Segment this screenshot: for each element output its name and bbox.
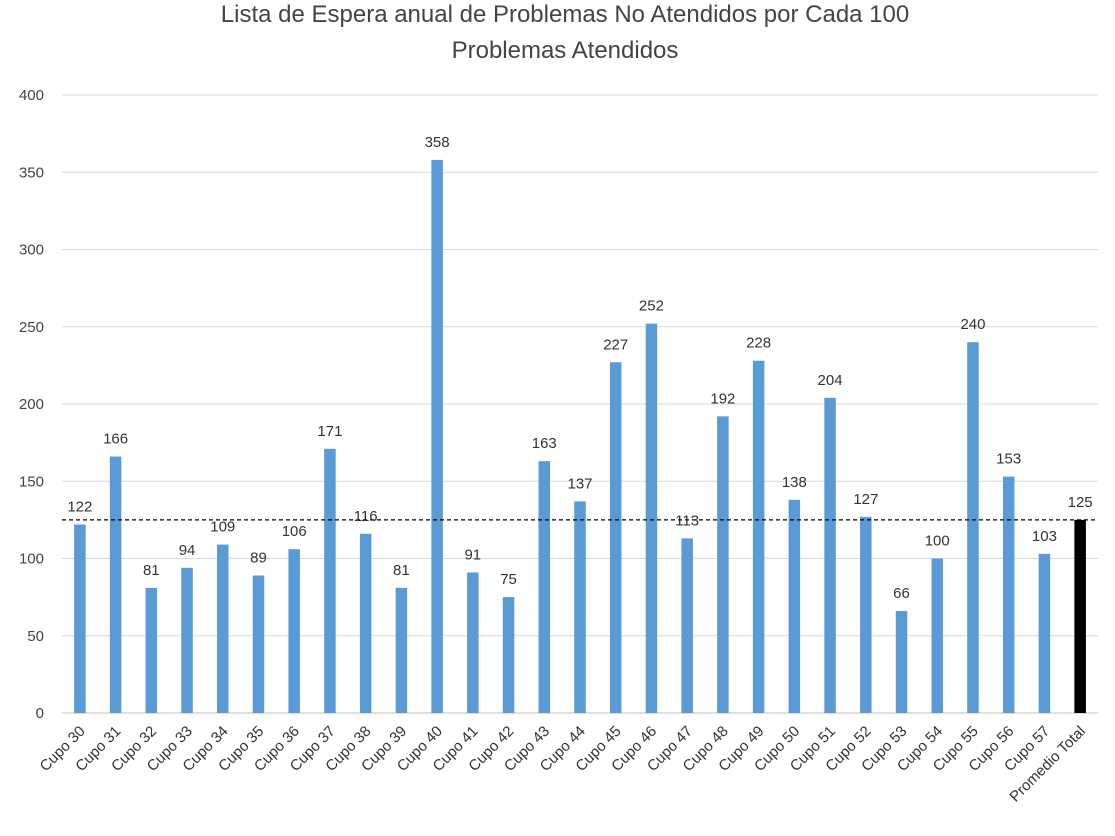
bar [824,397,836,713]
bar [395,587,408,713]
bar [1038,553,1051,713]
gridlines [62,94,1098,714]
bar [645,323,658,713]
data-label: 171 [317,423,342,440]
bars [74,159,1086,713]
bar [717,416,729,713]
data-label: 113 [675,512,699,529]
bar [860,516,872,713]
data-label: 81 [393,562,410,579]
bar [74,524,86,713]
bar [288,549,300,713]
y-axis-ticks: 0 50 100 150 200 250 300 350 400 [19,87,44,722]
data-label: 192 [710,390,735,407]
bar [681,538,693,713]
data-label: 89 [250,549,267,566]
bar [752,360,765,713]
chart-title-line-1: Lista de Espera anual de Problemas No At… [221,1,909,28]
bar [574,501,586,713]
data-label: 81 [143,562,160,579]
y-tick-label: 150 [19,473,44,490]
y-tick-label: 300 [19,242,44,259]
bar [431,159,443,713]
bar [931,558,943,713]
data-label: 166 [103,431,128,448]
data-label: 125 [1068,494,1093,511]
data-label: 204 [818,372,843,389]
data-label: 137 [567,475,592,492]
data-label: 106 [282,523,307,540]
data-label: 100 [925,533,950,550]
bar [967,342,979,713]
bar [217,544,229,713]
data-label: 358 [425,134,450,151]
data-label: 163 [532,435,557,452]
bar [181,567,193,713]
data-label: 228 [746,335,771,352]
data-label: 227 [603,336,628,353]
bar [609,362,622,713]
data-label: 91 [464,546,481,563]
data-label: 122 [67,499,92,516]
data-label: 116 [354,508,378,525]
y-tick-label: 200 [19,396,44,413]
y-tick-label: 50 [27,628,44,645]
bar-promedio-total [1074,519,1086,713]
bar [109,456,122,713]
bar [895,611,908,713]
bar [538,461,551,713]
bar [467,572,479,713]
y-tick-label: 400 [19,87,44,104]
data-label: 127 [853,491,878,508]
y-tick-label: 0 [36,705,44,722]
data-label: 138 [782,474,807,491]
bar [1002,476,1015,713]
chart-title-line-2: Problemas Atendidos [452,37,679,64]
bar [252,575,265,713]
data-label: 240 [960,316,985,333]
data-labels: 122 166 81 94 109 89 106 171 116 81 358 91 75 163 137 2… [67,134,1092,602]
bar [788,499,801,713]
data-label: 94 [179,542,196,559]
y-tick-label: 250 [19,319,44,336]
y-tick-label: 350 [19,164,44,181]
y-tick-label: 100 [19,551,44,568]
data-label: 252 [639,298,664,315]
data-label: 103 [1032,528,1057,545]
data-label: 109 [210,519,235,536]
bar [324,448,336,713]
data-label: 75 [500,571,517,588]
bar [502,597,515,713]
bar [145,587,158,713]
bar [359,533,372,713]
data-label: 66 [893,585,910,602]
data-label: 153 [996,451,1021,468]
